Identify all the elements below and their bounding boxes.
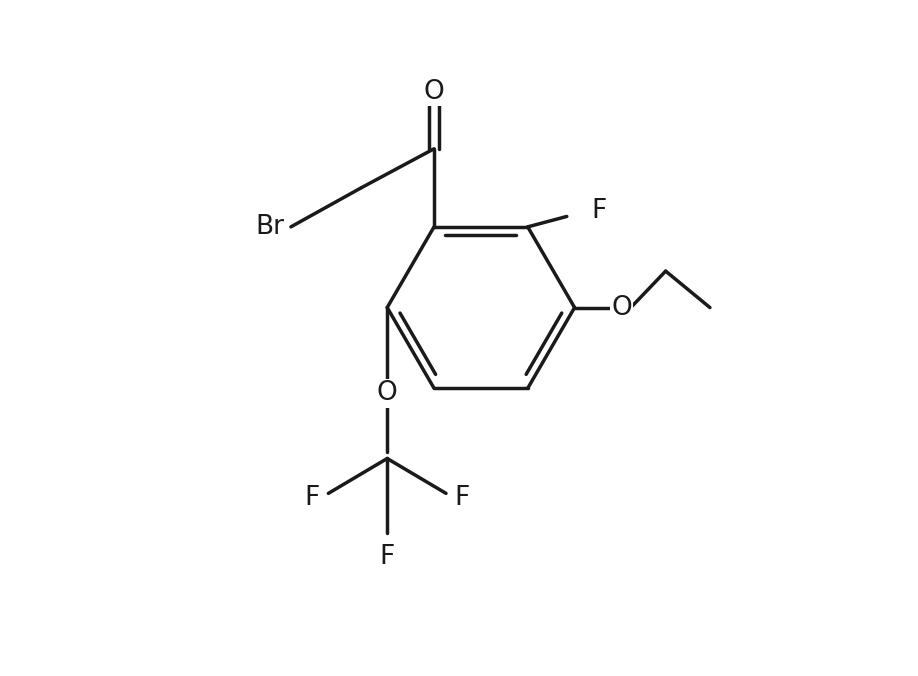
Text: O: O bbox=[424, 78, 444, 105]
Text: F: F bbox=[379, 544, 395, 571]
Text: F: F bbox=[304, 485, 319, 510]
Text: O: O bbox=[376, 381, 397, 406]
Text: F: F bbox=[591, 198, 607, 224]
Text: Br: Br bbox=[255, 214, 285, 240]
Text: O: O bbox=[611, 295, 632, 320]
Text: F: F bbox=[454, 485, 470, 510]
